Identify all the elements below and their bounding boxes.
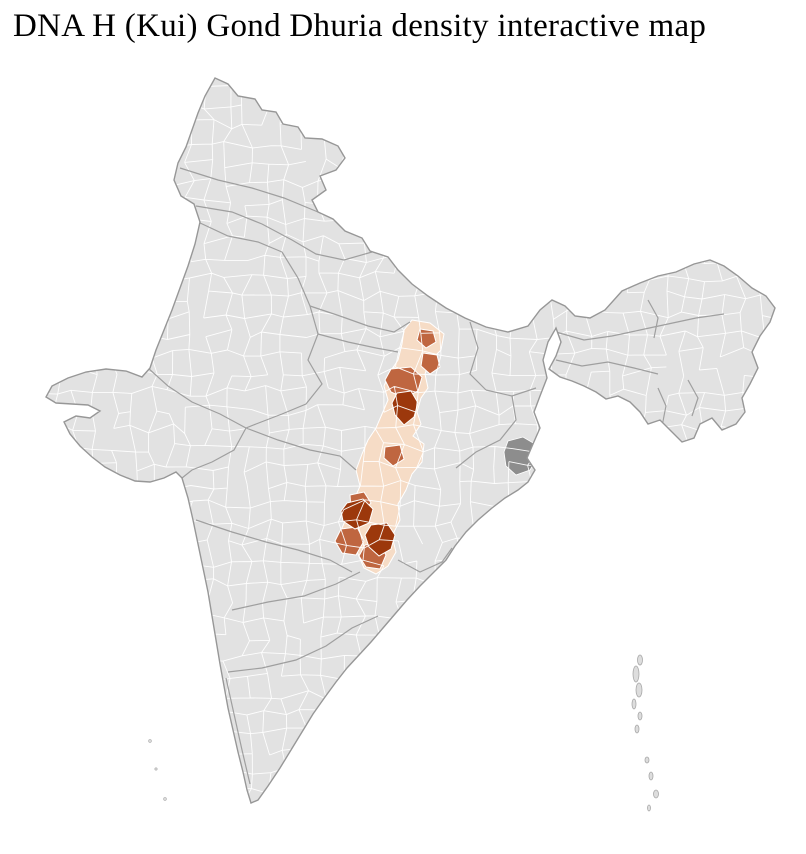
density-region-medium[interactable]	[384, 445, 404, 466]
lakshadweep-islands[interactable]	[149, 740, 167, 801]
density-region-medium[interactable]	[421, 353, 440, 374]
andaman-nicobar-islands[interactable]	[632, 655, 659, 811]
page-title: DNA H (Kui) Gond Dhuria density interact…	[13, 8, 707, 44]
state-borders	[148, 168, 724, 784]
